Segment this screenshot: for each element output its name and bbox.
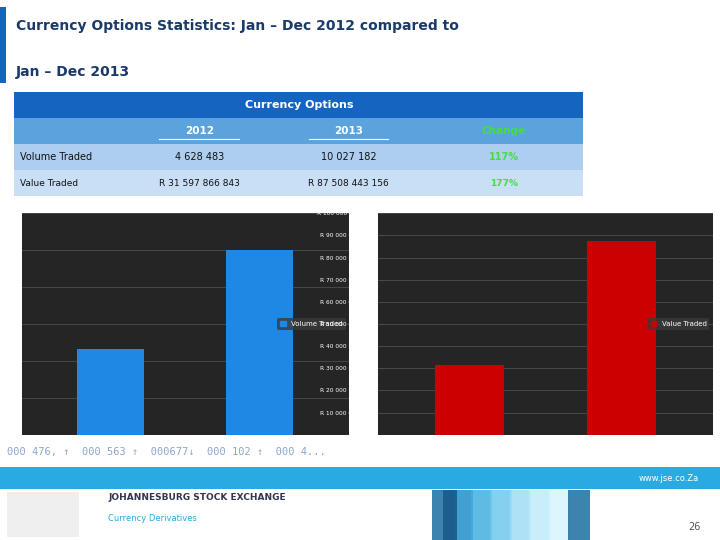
Text: 2012: 2012 xyxy=(185,126,214,136)
Bar xyxy=(568,490,590,540)
Text: Value Traded: Value Traded xyxy=(20,179,78,188)
Title: Currency Options Value Traded: Currency Options Value Traded xyxy=(460,201,631,211)
Text: 177%: 177% xyxy=(490,179,518,188)
Bar xyxy=(14,92,583,118)
Text: R: R xyxy=(314,448,318,454)
Legend: Volume Traded: Volume Traded xyxy=(277,318,346,330)
Bar xyxy=(14,144,583,170)
Text: 2013: 2013 xyxy=(334,126,363,136)
Title: Currency Options Volume Traded: Currency Options Volume Traded xyxy=(95,201,276,211)
Text: Currency Options Statistics: Jan – Dec 2012 compared to: Currency Options Statistics: Jan – Dec 2… xyxy=(16,19,459,33)
Bar xyxy=(529,490,551,540)
Text: R 87 508 443 156: R 87 508 443 156 xyxy=(308,179,389,188)
Text: Currency Derivatives: Currency Derivatives xyxy=(108,514,197,523)
Bar xyxy=(0,8,6,83)
Bar xyxy=(490,490,512,540)
Bar xyxy=(14,118,583,144)
Text: Jan – Dec 2013: Jan – Dec 2013 xyxy=(16,65,130,79)
Text: Change: Change xyxy=(482,126,526,136)
Text: 10 027 182: 10 027 182 xyxy=(320,152,377,162)
Text: JOHANNESBURG STOCK EXCHANGE: JOHANNESBURG STOCK EXCHANGE xyxy=(108,493,286,502)
Bar xyxy=(432,490,454,540)
Text: 4 628 483: 4 628 483 xyxy=(175,152,224,162)
Text: R 31 597 866 843: R 31 597 866 843 xyxy=(159,179,240,188)
Text: www.jse.co.Za: www.jse.co.Za xyxy=(638,474,698,483)
Text: 000 476, ↑  000 563 ↑  000677↓  000 102 ↑  000 4...: 000 476, ↑ 000 563 ↑ 000677↓ 000 102 ↑ 0… xyxy=(7,447,326,457)
Bar xyxy=(78,349,145,435)
Bar xyxy=(0,467,720,489)
Text: 117%: 117% xyxy=(489,152,518,162)
Bar xyxy=(435,364,503,435)
Bar xyxy=(549,490,570,540)
Text: Volume Traded: Volume Traded xyxy=(20,152,92,162)
Text: Currency Options: Currency Options xyxy=(245,100,353,110)
Bar xyxy=(588,241,656,435)
Text: 26: 26 xyxy=(688,522,701,532)
Bar xyxy=(14,170,583,197)
Bar xyxy=(443,490,457,540)
Bar xyxy=(510,490,531,540)
Bar xyxy=(7,492,79,537)
Bar xyxy=(451,490,473,540)
Bar xyxy=(471,490,492,540)
Legend: Value Traded: Value Traded xyxy=(648,318,709,330)
Bar xyxy=(226,249,293,435)
